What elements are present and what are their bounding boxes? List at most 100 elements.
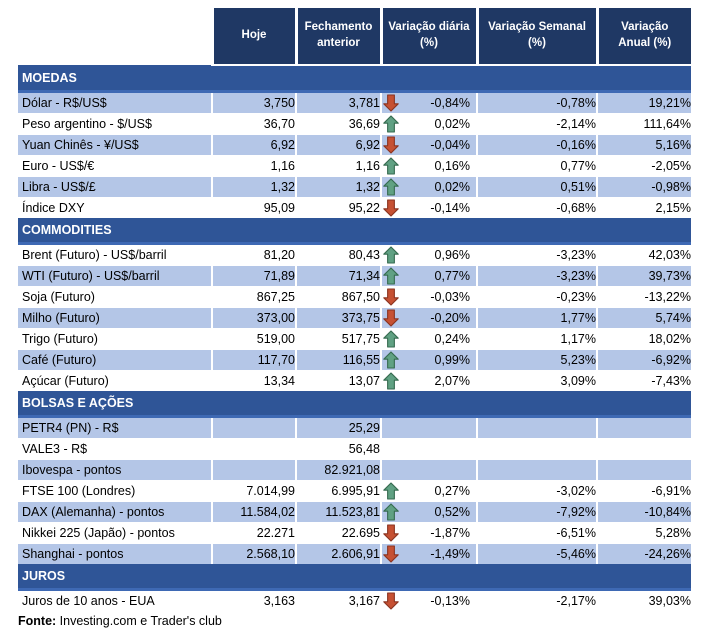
- cell-label: Ibovespa - pontos: [18, 459, 212, 481]
- cell-variacao-semanal: [476, 416, 597, 439]
- daily-change-value: -0,13%: [430, 594, 470, 608]
- up-arrow-icon: [383, 372, 399, 390]
- cell-variacao-anual: -10,84%: [596, 501, 691, 523]
- cell-label: FTSE 100 (Londres): [18, 480, 212, 502]
- section-row-commodities: COMMODITIES: [18, 218, 691, 245]
- daily-change-value: 0,16%: [434, 159, 470, 173]
- up-arrow: [383, 351, 400, 370]
- table-row: Yuan Chinês - ¥/US$ 6,92 6,92 -0,04% -0,16% 5…: [18, 134, 691, 156]
- daily-change-value: -0,20%: [430, 311, 470, 325]
- table-row: Açúcar (Futuro) 13,34 13,07 2,07% 3,09% -7,43…: [18, 370, 691, 391]
- up-arrow: [383, 246, 400, 265]
- cell-fechamento-anterior: 71,34: [295, 265, 381, 287]
- cell-variacao-anual: 39,73%: [596, 265, 691, 287]
- daily-change-value: 0,99%: [434, 353, 470, 367]
- cell-fechamento-anterior: 13,07: [295, 370, 381, 391]
- daily-change-value: 0,27%: [434, 484, 470, 498]
- table-row: Nikkei 225 (Japão) - pontos 22.271 22.695 -…: [18, 522, 691, 544]
- up-arrow: [383, 157, 400, 176]
- cell-variacao-anual: 39,03%: [596, 589, 691, 611]
- cell-fechamento-anterior: 3,781: [295, 91, 381, 114]
- cell-hoje: 22.271: [211, 522, 296, 544]
- table-row: Ibovespa - pontos 82.921,08: [18, 459, 691, 481]
- variacao-diaria-content: 0,99%: [383, 351, 476, 371]
- up-arrow: [383, 372, 400, 391]
- cell-variacao-semanal: -0,68%: [476, 197, 597, 218]
- cell-variacao-semanal: 0,77%: [476, 155, 597, 177]
- cell-hoje: 7.014,99: [211, 480, 296, 502]
- cell-variacao-diaria: 0,96%: [380, 243, 477, 266]
- cell-variacao-diaria: 0,02%: [380, 176, 477, 198]
- cell-variacao-anual: -6,91%: [596, 480, 691, 502]
- cell-variacao-semanal: 5,23%: [476, 349, 597, 371]
- cell-fechamento-anterior: 3,167: [295, 589, 381, 611]
- cell-variacao-diaria: 0,27%: [380, 480, 477, 502]
- cell-fechamento-anterior: 1,16: [295, 155, 381, 177]
- cell-variacao-anual: -7,43%: [596, 370, 691, 391]
- cell-variacao-diaria: -0,13%: [380, 589, 477, 611]
- variacao-diaria-content: -0,04%: [383, 136, 476, 156]
- cell-variacao-anual: 5,74%: [596, 307, 691, 329]
- down-arrow-icon: [383, 592, 399, 610]
- cell-variacao-diaria: 2,07%: [380, 370, 477, 391]
- up-arrow-icon: [383, 482, 399, 500]
- cell-hoje: 6,92: [211, 134, 296, 156]
- cell-hoje: 11.584,02: [211, 501, 296, 523]
- down-arrow: [383, 199, 400, 218]
- cell-variacao-diaria: [380, 438, 477, 460]
- cell-variacao-diaria: -1,49%: [380, 543, 477, 564]
- daily-change-value: -0,14%: [430, 201, 470, 215]
- cell-fechamento-anterior: 11.523,81: [295, 501, 381, 523]
- cell-hoje: 81,20: [211, 243, 296, 266]
- cell-label: Yuan Chinês - ¥/US$: [18, 134, 212, 156]
- cell-label: Juros de 10 anos - EUA: [18, 589, 212, 611]
- cell-variacao-semanal: -3,23%: [476, 265, 597, 287]
- daily-change-value: -0,03%: [430, 290, 470, 304]
- cell-label: Soja (Futuro): [18, 286, 212, 308]
- table-row: Brent (Futuro) - US$/barril 81,20 80,43 0,9…: [18, 243, 691, 266]
- cell-variacao-diaria: 0,24%: [380, 328, 477, 350]
- cell-variacao-anual: -24,26%: [596, 543, 691, 564]
- cell-label: WTI (Futuro) - US$/barril: [18, 265, 212, 287]
- cell-variacao-diaria: 0,77%: [380, 265, 477, 287]
- cell-fechamento-anterior: 36,69: [295, 113, 381, 135]
- cell-label: PETR4 (PN) - R$: [18, 416, 212, 439]
- down-arrow-icon: [383, 199, 399, 217]
- up-arrow-icon: [383, 351, 399, 369]
- cell-variacao-anual: [596, 416, 691, 439]
- cell-variacao-semanal: 1,77%: [476, 307, 597, 329]
- table-row: VALE3 - R$ 56,48: [18, 438, 691, 460]
- down-arrow: [383, 545, 400, 564]
- cell-variacao-anual: 111,64%: [596, 113, 691, 135]
- table-row: Soja (Futuro) 867,25 867,50 -0,03% -0,23% -13…: [18, 286, 691, 308]
- cell-hoje: 95,09: [211, 197, 296, 218]
- cell-hoje: 2.568,10: [211, 543, 296, 564]
- down-arrow: [383, 524, 400, 543]
- cell-fechamento-anterior: 25,29: [295, 416, 381, 439]
- variacao-diaria-content: 0,96%: [383, 245, 476, 265]
- up-arrow: [383, 115, 400, 134]
- daily-change-value: -1,49%: [430, 547, 470, 561]
- section-title: COMMODITIES: [18, 218, 691, 245]
- cell-variacao-anual: -13,22%: [596, 286, 691, 308]
- cell-hoje: [211, 438, 296, 460]
- variacao-diaria-content: [383, 440, 476, 460]
- col-header-variacao-anual: Variação Anual (%): [595, 8, 691, 66]
- cell-label: Trigo (Futuro): [18, 328, 212, 350]
- cell-variacao-anual: -6,92%: [596, 349, 691, 371]
- cell-variacao-anual: 18,02%: [596, 328, 691, 350]
- down-arrow-icon: [383, 288, 399, 306]
- source-label: Fonte:: [18, 614, 57, 628]
- cell-fechamento-anterior: 6,92: [295, 134, 381, 156]
- daily-change-value: 0,77%: [434, 269, 470, 283]
- cell-hoje: 36,70: [211, 113, 296, 135]
- cell-fechamento-anterior: 22.695: [295, 522, 381, 544]
- cell-hoje: 117,70: [211, 349, 296, 371]
- cell-fechamento-anterior: 82.921,08: [295, 459, 381, 481]
- section-title: JUROS: [18, 564, 691, 591]
- down-arrow-icon: [383, 136, 399, 154]
- daily-change-value: 2,07%: [434, 374, 470, 388]
- variacao-diaria-content: -1,87%: [383, 524, 476, 544]
- table-row: Índice DXY 95,09 95,22 -0,14% -0,68% 2,15%: [18, 197, 691, 218]
